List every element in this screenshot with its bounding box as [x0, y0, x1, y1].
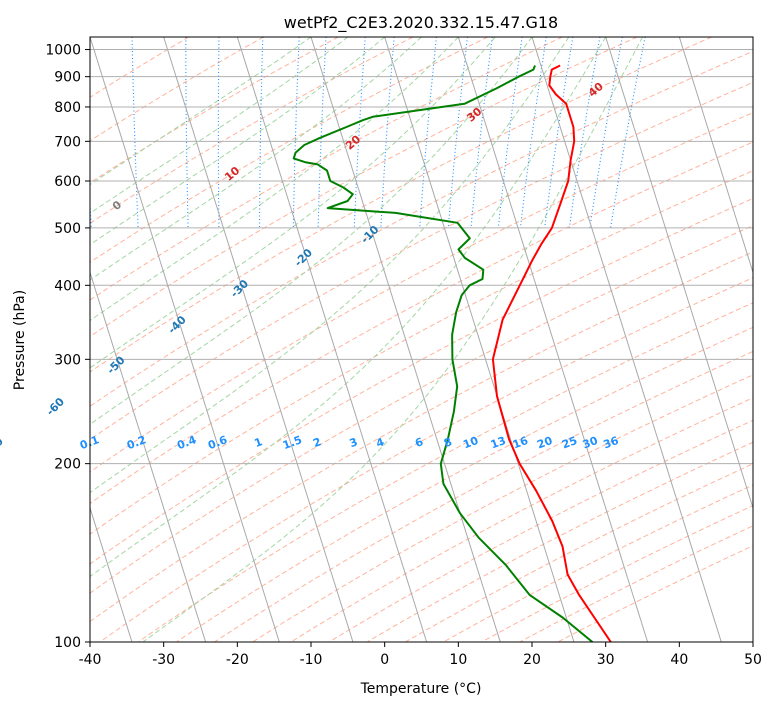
moist-adiabat-line — [90, 37, 570, 494]
isotherm-label: -70 — [0, 435, 6, 458]
dewpoint-profile-line — [292, 65, 594, 642]
mixing-ratio-label: 10 — [461, 434, 480, 452]
background-lines — [90, 37, 753, 642]
y-tick-label: 100 — [54, 635, 81, 651]
y-tick-label: 500 — [54, 221, 81, 237]
mixing-ratio-label: 25 — [560, 434, 579, 451]
dry-adiabat-line — [405, 463, 753, 642]
isotherm-gridline — [90, 37, 280, 642]
mixing-ratio-label: 3 — [348, 435, 360, 450]
x-tick-label: 30 — [597, 652, 615, 668]
dry-adiabat-line — [90, 141, 753, 505]
moist-adiabat-line — [90, 37, 459, 322]
mixing-ratio-label: 13 — [489, 434, 508, 451]
isotherm-gridline — [384, 37, 575, 642]
x-tick-label: 20 — [523, 652, 541, 668]
x-tick-label: -10 — [300, 652, 323, 668]
dry-adiabat-line — [90, 37, 488, 263]
mixing-ratio-label: 16 — [511, 434, 530, 452]
dry-adiabat-line — [90, 197, 753, 565]
isotherm-gridline — [90, 506, 133, 642]
mixing-ratio-label: 1.5 — [281, 433, 304, 452]
isotherm-gridline — [236, 37, 428, 642]
x-tick-label: 0 — [380, 652, 389, 668]
isotherm-gridline — [457, 37, 649, 642]
moist-adiabat-line — [90, 37, 607, 578]
profiles — [292, 64, 612, 642]
mixing-ratio-label: 4 — [374, 435, 386, 450]
x-tick-label: -40 — [79, 652, 102, 668]
mixing-ratio-line — [292, 37, 300, 228]
y-axis-label: Pressure (hPa) — [12, 290, 28, 390]
plot-area — [90, 37, 753, 642]
mixing-ratio-line — [217, 37, 220, 228]
y-tick-label: 1000 — [45, 43, 81, 59]
y-tick-label: 700 — [54, 134, 81, 150]
mixing-ratio-line — [258, 37, 264, 228]
temperature-profile-line — [491, 64, 612, 642]
mixing-ratio-label: 2 — [311, 435, 323, 450]
dry-adiabat-line — [90, 251, 753, 623]
dry-adiabat-line — [90, 225, 753, 594]
isotherm-gridline — [678, 37, 753, 275]
y-tick-label: 600 — [54, 174, 81, 190]
dry-adiabat-line — [90, 81, 753, 441]
dry-adiabat-line — [90, 50, 753, 407]
mixing-ratio-line — [353, 37, 366, 228]
axes: -40 -30 -20 -10 0 10 20 30 40 5010020030040050060… — [45, 43, 762, 668]
x-tick-label: 40 — [670, 652, 688, 668]
dry-adiabat-line — [328, 419, 753, 642]
dry-adiabat-line — [90, 37, 414, 224]
isotherm-gridline — [531, 37, 722, 642]
dry-adiabat-line — [214, 350, 753, 642]
x-tick-label: 10 — [449, 652, 467, 668]
mixing-ratio-line — [380, 37, 395, 228]
isotherm-gridline — [90, 270, 207, 642]
mixing-ratio-label: 36 — [602, 434, 621, 452]
x-tick-label: -30 — [152, 652, 175, 668]
y-tick-label: 800 — [54, 100, 81, 116]
y-tick-label: 300 — [54, 352, 81, 368]
dry-adiabat-line — [90, 37, 712, 373]
x-tick-label: -20 — [226, 652, 249, 668]
moist-adiabat-line — [90, 37, 533, 425]
dry-adiabat-line — [90, 37, 563, 301]
dry-adiabat-line — [99, 277, 753, 642]
x-tick-label: 50 — [744, 652, 762, 668]
dry-adiabat-line — [252, 374, 753, 642]
plot-frame — [89, 36, 754, 643]
mixing-ratio-line — [185, 37, 189, 228]
mixing-ratio-label: 0.6 — [206, 433, 229, 452]
moist-adiabat-line — [90, 37, 496, 369]
x-axis-label: Temperature (°C) — [360, 681, 482, 697]
dry-adiabat-line — [90, 37, 264, 142]
isotherm-gridline — [605, 37, 753, 510]
chart-title: wetPf2_C2E3.2020.332.15.47.G18 — [284, 13, 558, 33]
mixing-ratio-label: 30 — [581, 434, 600, 452]
dry-adiabat-line — [481, 504, 753, 642]
mixing-ratio-label: 0.2 — [125, 433, 148, 452]
mixing-ratio-label: 1 — [253, 435, 265, 450]
mixing-ratio-label: 0.4 — [175, 433, 198, 452]
mixing-ratio-line — [317, 37, 327, 228]
moist-adiabat-line — [90, 37, 386, 246]
dry-adiabat-line — [137, 302, 753, 642]
y-tick-label: 900 — [54, 70, 81, 86]
mixing-ratio-label: 6 — [413, 435, 425, 450]
dry-adiabat-line — [519, 525, 753, 642]
mixing-ratio-label: 20 — [535, 434, 554, 452]
dry-adiabat-line — [366, 441, 753, 642]
isotherm-gridline — [310, 37, 501, 642]
isotherm-gridline — [163, 37, 354, 642]
dry-adiabat-line — [90, 112, 753, 473]
y-tick-label: 400 — [54, 278, 81, 294]
moist-adiabat-line — [90, 37, 349, 214]
y-tick-label: 200 — [54, 457, 81, 473]
mixing-ratio-label: 8 — [442, 435, 454, 450]
